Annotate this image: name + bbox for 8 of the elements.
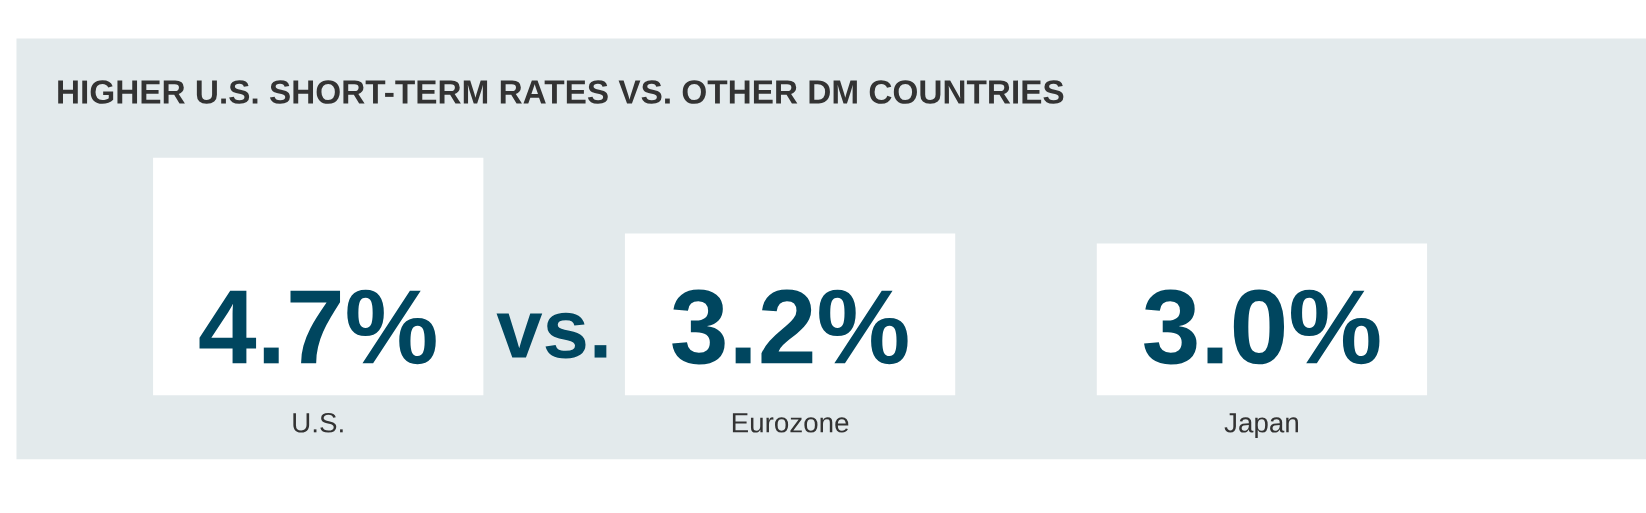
data-label: 3.2% bbox=[672, 289, 908, 365]
chart-title: HIGHER U.S. SHORT-TERM RATES VS. OTHER DM COUNTRIES bbox=[58, 80, 1064, 104]
data-label: 3.0% bbox=[1144, 289, 1380, 365]
x-tick-label: Japan bbox=[1224, 413, 1298, 439]
x-tick-label: Eurozone bbox=[732, 413, 849, 433]
data-label: 4.7% bbox=[199, 289, 436, 365]
x-tick-label: U.S. bbox=[293, 412, 343, 433]
annotation: vs. bbox=[496, 312, 607, 359]
